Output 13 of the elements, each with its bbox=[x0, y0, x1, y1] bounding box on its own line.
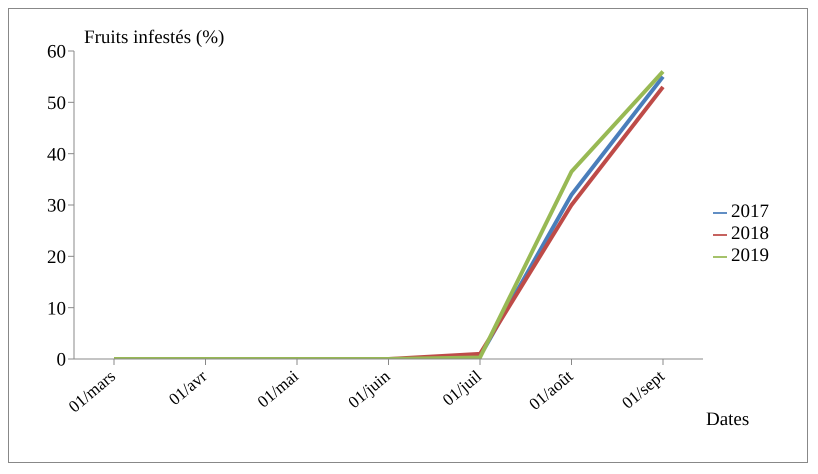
legend-label: 2019 bbox=[731, 245, 769, 266]
y-axis-title: Fruits infestés (%) bbox=[84, 27, 224, 49]
legend-label: 2017 bbox=[731, 201, 769, 222]
x-axis-title: Dates bbox=[706, 409, 750, 431]
y-tick-label: 10 bbox=[47, 298, 66, 320]
y-tick-label: 30 bbox=[47, 196, 66, 217]
y-tick-label: 50 bbox=[47, 93, 66, 114]
y-tick-label: 0 bbox=[56, 350, 66, 371]
y-tick-label: 20 bbox=[47, 247, 66, 268]
line-series bbox=[112, 70, 665, 359]
legend-label: 2018 bbox=[731, 223, 769, 244]
y-tick-label: 40 bbox=[47, 144, 66, 166]
y-tick-label: 60 bbox=[47, 42, 66, 63]
